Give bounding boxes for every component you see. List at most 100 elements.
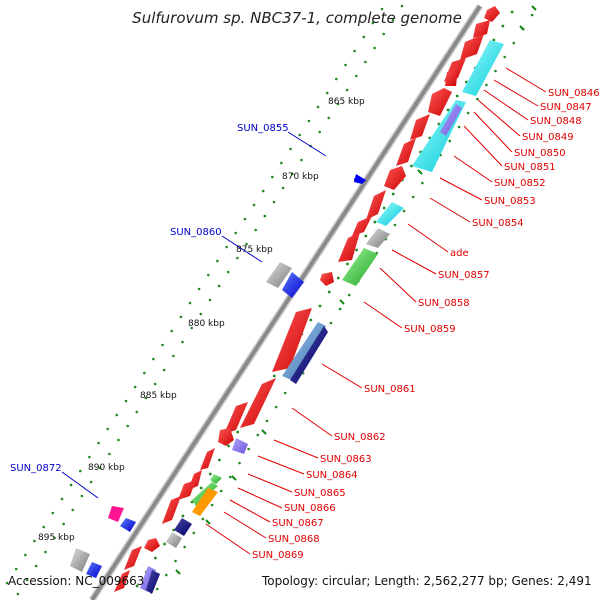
- gene-arrow: [114, 570, 130, 592]
- gene-navy: [290, 326, 328, 384]
- gene-label: SUN_0855: [237, 123, 289, 134]
- gc-dot: [494, 69, 497, 73]
- gene-blue: [86, 562, 102, 578]
- gene-cyan: [462, 40, 504, 96]
- gc-dot: [364, 60, 367, 64]
- gc-dot: [181, 340, 184, 344]
- gc-dot: [265, 419, 269, 423]
- gene-label: SUN_0853: [484, 196, 536, 207]
- gc-dash: [531, 5, 537, 11]
- gc-dot: [227, 444, 231, 448]
- gene-blue: [120, 518, 136, 532]
- gc-dot: [79, 469, 82, 473]
- gene-magenta: [108, 506, 124, 522]
- gc-dot: [236, 430, 240, 434]
- gc-dot: [289, 147, 292, 151]
- gene-label: SUN_0863: [320, 454, 372, 465]
- topology-text: Topology: circular; Length: 2,562,277 bp…: [262, 574, 592, 588]
- gc-dot: [335, 77, 338, 81]
- gc-dot: [510, 10, 514, 14]
- gc-dot: [98, 466, 102, 470]
- gene-blue: [282, 272, 304, 298]
- gc-dot: [172, 354, 175, 358]
- gc-dot: [501, 24, 505, 28]
- gene-arrow: [484, 6, 500, 22]
- gene-arrow: [178, 480, 196, 500]
- gc-dot: [345, 88, 349, 92]
- gc-dot: [197, 287, 201, 291]
- gc-dot: [391, 192, 395, 196]
- gc-dot: [51, 511, 55, 515]
- gc-dot: [400, 4, 404, 8]
- gc-dot: [199, 486, 203, 490]
- gc-dot: [373, 46, 376, 50]
- gc-dot: [152, 357, 155, 361]
- gene-arrow: [445, 68, 458, 86]
- gene-arrow: [396, 138, 416, 166]
- gene-arrow: [224, 402, 248, 434]
- gc-dot: [208, 298, 212, 302]
- gc-dot: [344, 63, 347, 67]
- gc-dot: [234, 231, 237, 235]
- gc-dot: [143, 371, 146, 375]
- accession-text: Accession: NC_009663: [8, 574, 145, 588]
- gc-dot: [117, 438, 120, 442]
- gc-dot: [42, 525, 45, 529]
- genome-backbone: [89, 4, 483, 600]
- gene-arrow: [144, 538, 160, 552]
- gene-arrow: [410, 114, 430, 140]
- gc-dot: [336, 102, 340, 106]
- gc-dot: [14, 567, 18, 571]
- gene-blue-small: [354, 174, 366, 184]
- gc-dot: [172, 528, 176, 532]
- gene-green: [342, 248, 378, 286]
- gene-label: SUN_0857: [438, 270, 490, 281]
- gene-arrow: [200, 448, 215, 470]
- gc-dot: [346, 262, 349, 266]
- gene-label: SUN_0864: [306, 470, 358, 481]
- gc-dot: [135, 410, 139, 414]
- gc-dot: [179, 315, 183, 319]
- gene-arrow: [124, 546, 142, 570]
- gene-label: SUN_0867: [272, 518, 324, 529]
- gc-dot: [207, 273, 210, 277]
- gene-navy: [146, 570, 160, 594]
- gene-label-group-right: SUN_0846 SUN_0847 SUN_0848 SUN_0849 SUN_…: [205, 67, 600, 561]
- gc-dot: [201, 517, 205, 521]
- gc-dot: [106, 427, 109, 431]
- gc-dot: [291, 172, 294, 176]
- gc-dot: [170, 329, 173, 333]
- gc-dot: [216, 259, 219, 263]
- gc-dot: [236, 256, 239, 260]
- tick-label: 870 kbp: [282, 172, 319, 182]
- gene-arrow: [384, 166, 406, 190]
- gc-dot: [272, 374, 276, 378]
- gc-dot: [153, 382, 157, 386]
- gc-dot: [245, 242, 248, 246]
- gc-dot: [243, 217, 247, 221]
- gc-dash: [205, 519, 211, 525]
- gene-grey: [266, 262, 292, 288]
- gc-dot: [133, 385, 137, 389]
- gc-dot: [60, 497, 64, 501]
- gc-dot: [226, 270, 230, 274]
- gc-dot: [382, 32, 386, 36]
- gc-dot: [421, 181, 424, 185]
- forward-strand-genes: [114, 6, 500, 592]
- gc-dot: [126, 424, 129, 428]
- gc-dot: [353, 49, 356, 53]
- gc-dot: [274, 405, 278, 409]
- gc-dash: [519, 25, 525, 31]
- gc-dot: [165, 573, 168, 577]
- gene-label: SUN_0859: [404, 324, 456, 335]
- gc-dot: [155, 587, 159, 591]
- gc-dot: [261, 189, 265, 193]
- gc-dot: [219, 489, 223, 493]
- gc-dot: [163, 542, 167, 546]
- gc-dot: [252, 203, 256, 207]
- gc-dash: [417, 169, 423, 175]
- gc-dot: [25, 578, 29, 582]
- gene-label: SUN_0850: [514, 148, 566, 159]
- gene-arrow: [473, 20, 490, 38]
